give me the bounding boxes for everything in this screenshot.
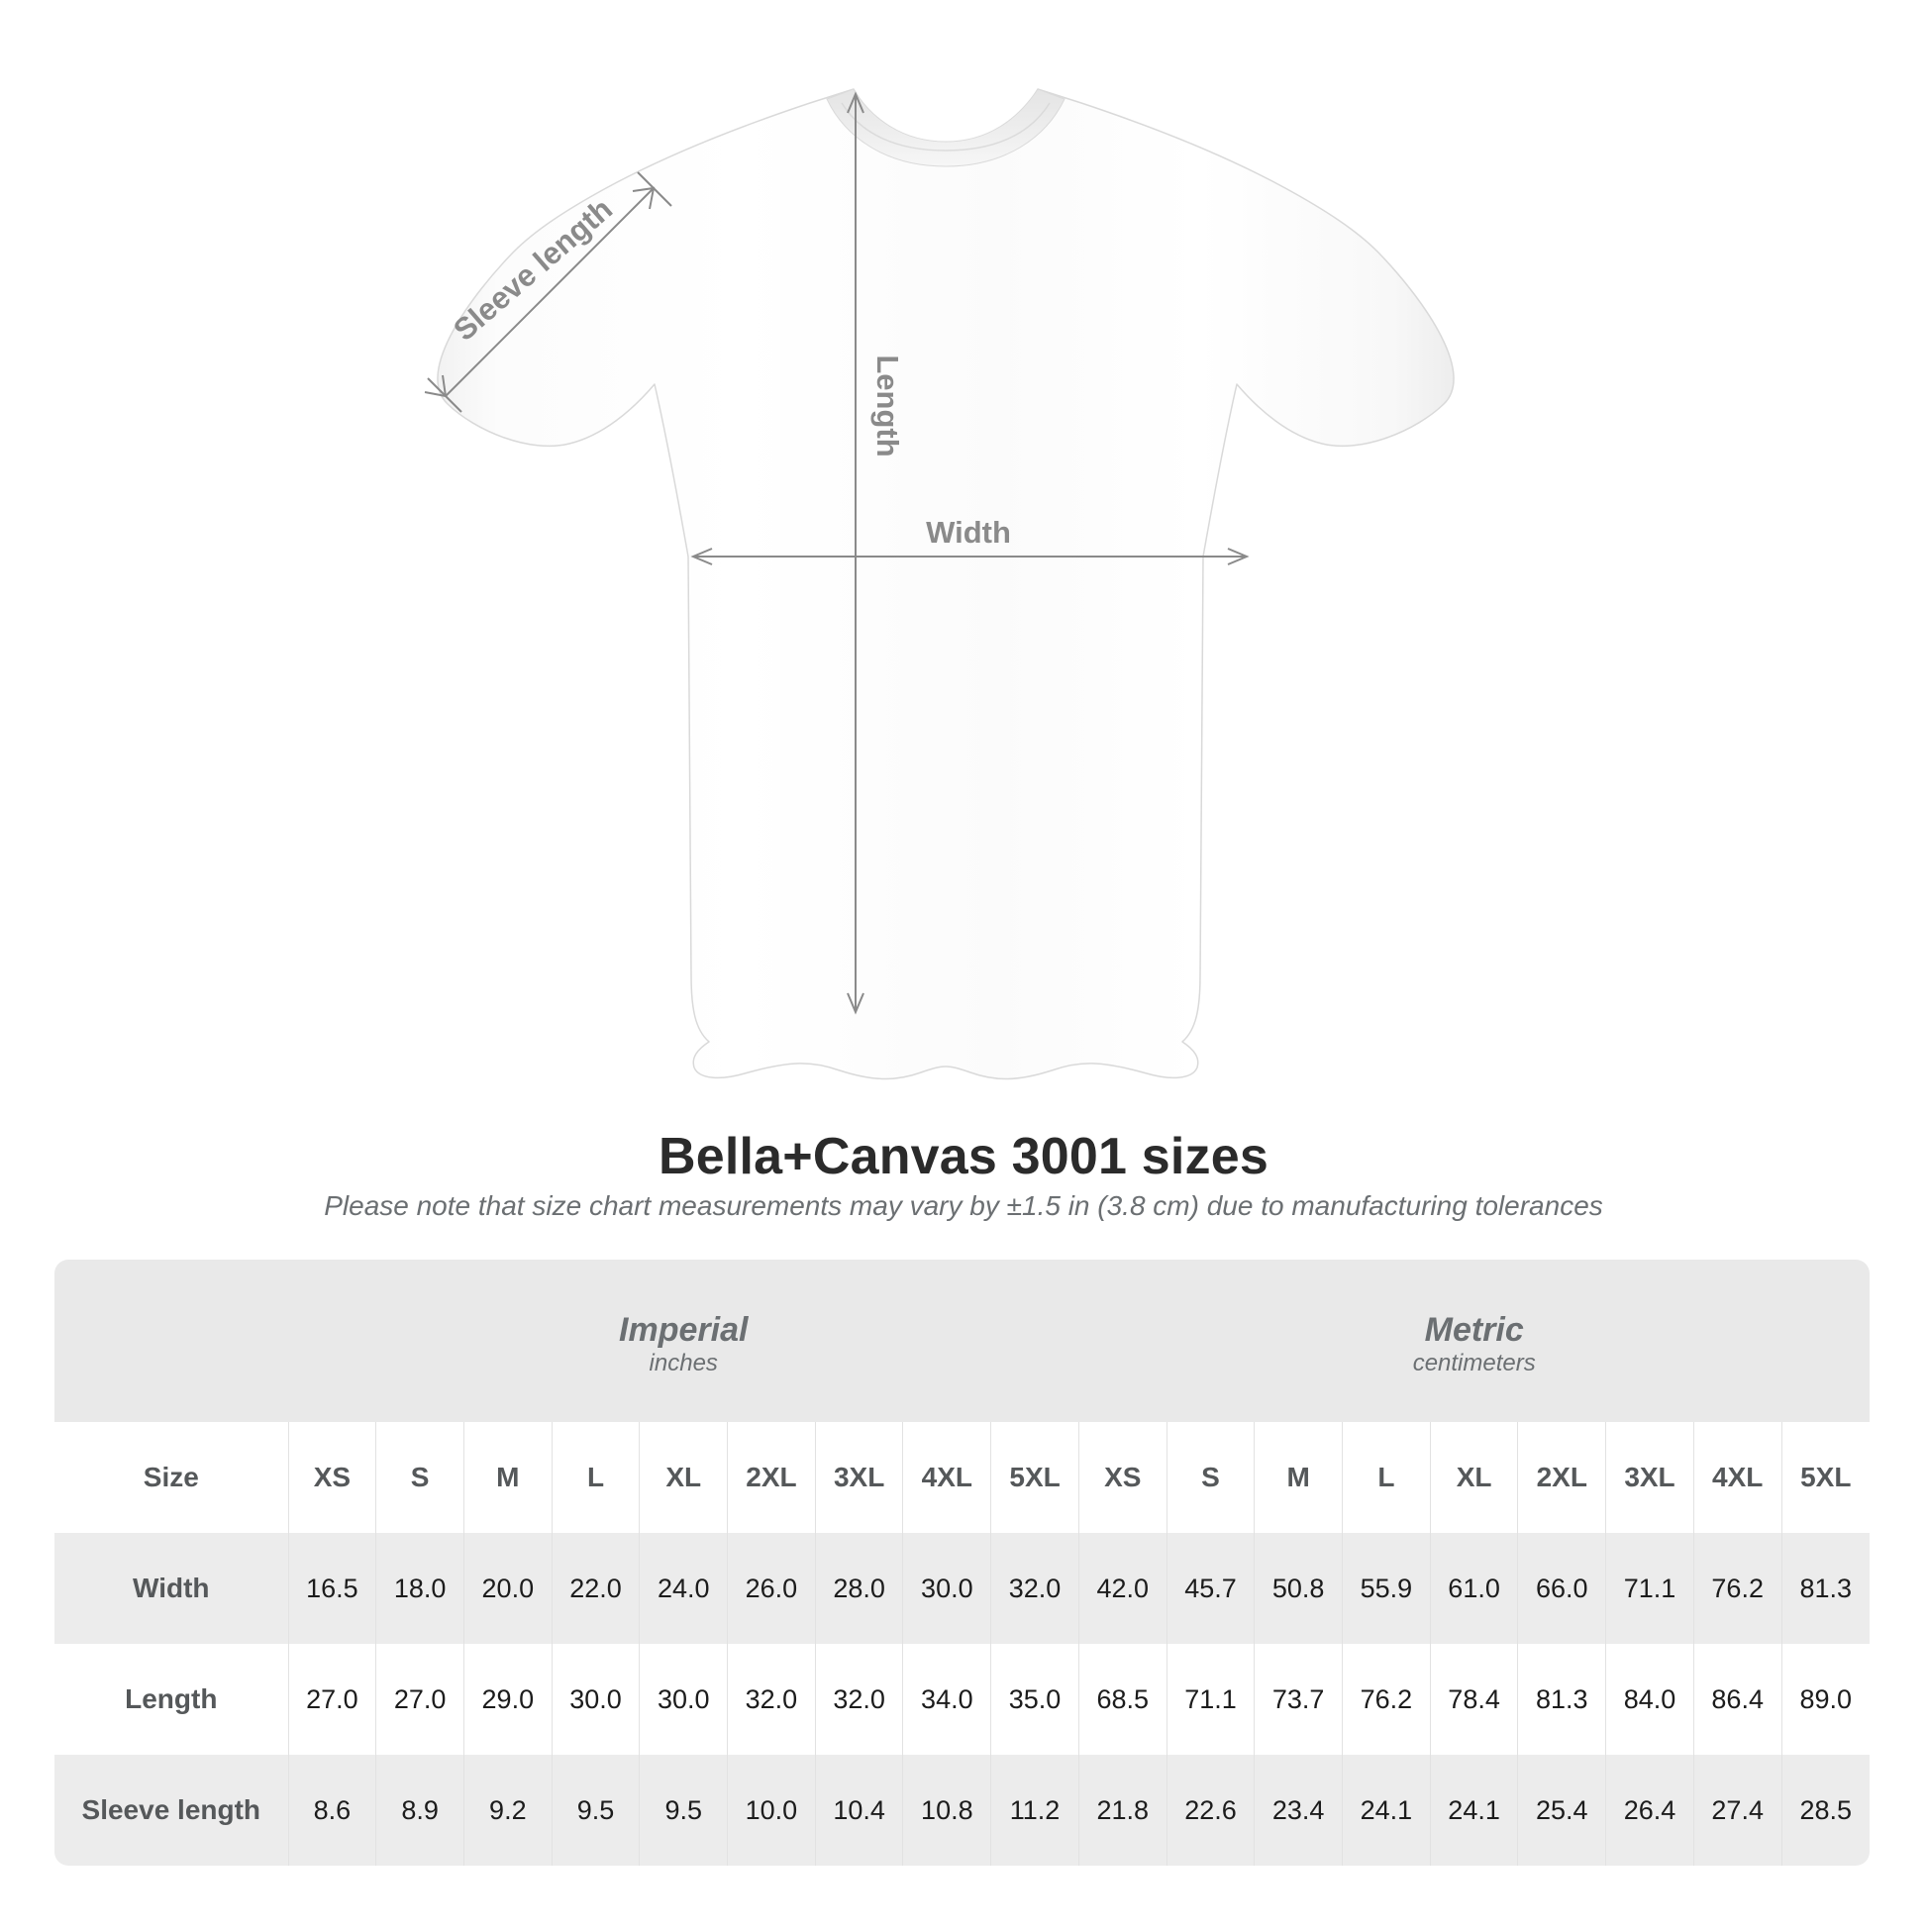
svg-text:Length: Length: [870, 355, 905, 457]
svg-text:Width: Width: [926, 515, 1011, 550]
